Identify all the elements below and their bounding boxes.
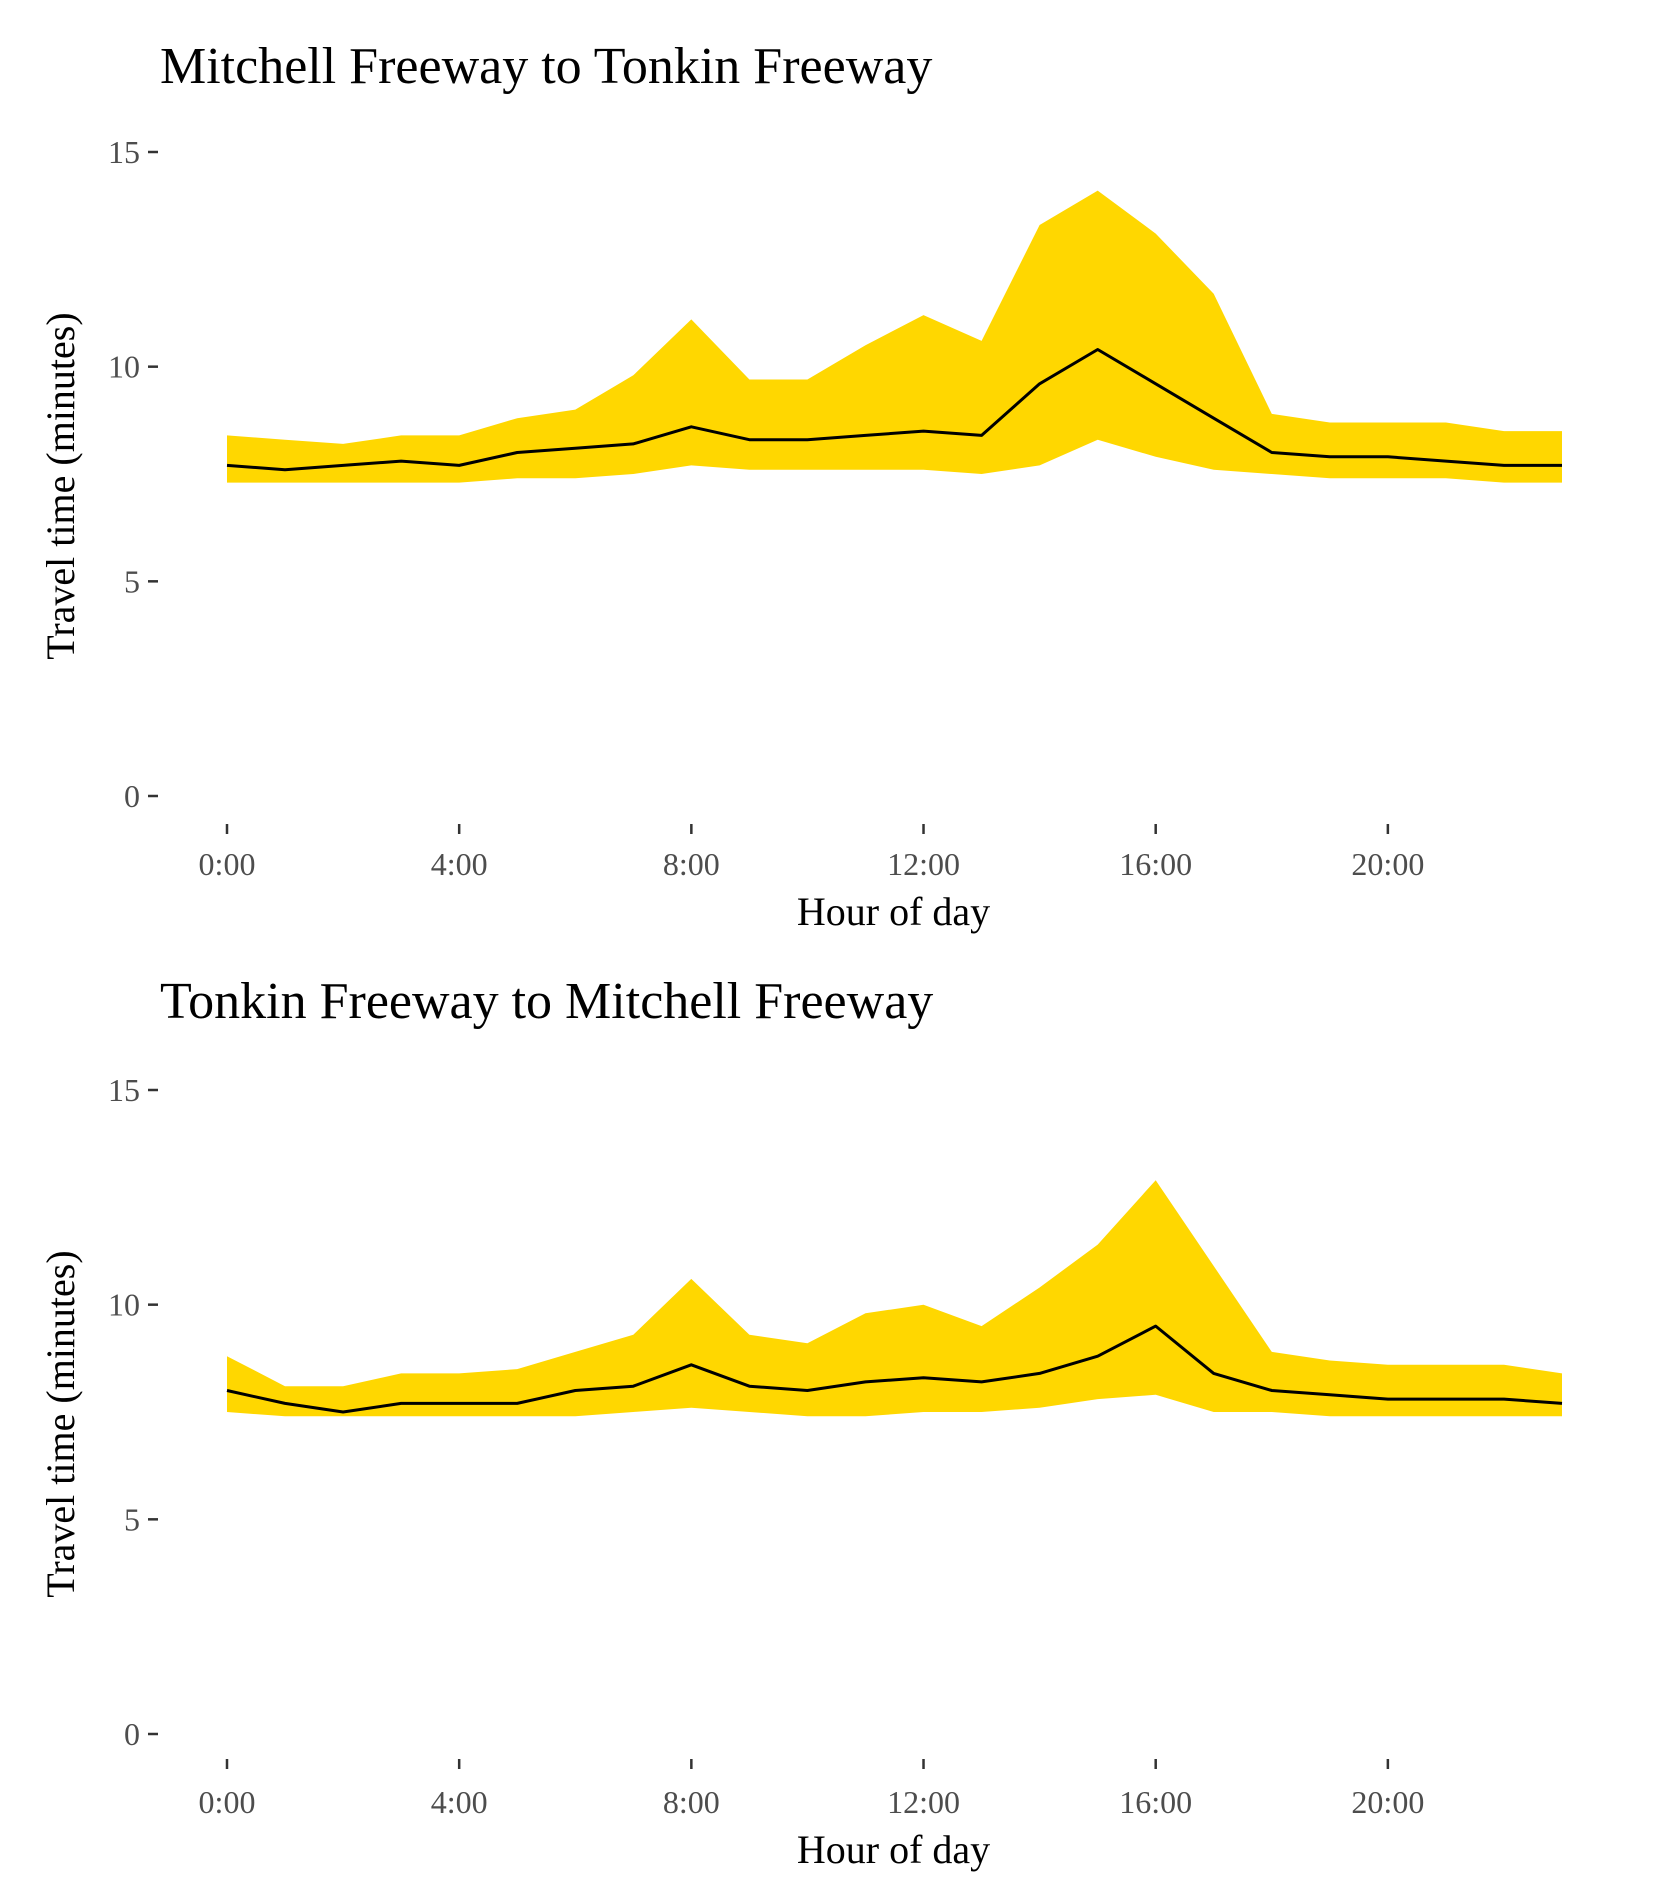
x-tick-label: 12:00 <box>887 846 960 882</box>
x-tick-label: 8:00 <box>663 846 720 882</box>
y-tick-label: 0 <box>124 1716 140 1752</box>
x-tick-label: 4:00 <box>431 1784 488 1820</box>
y-tick-label: 15 <box>108 1072 140 1108</box>
x-tick-label: 0:00 <box>199 846 256 882</box>
y-tick-label: 5 <box>124 1501 140 1537</box>
y-axis-title: Travel time (minutes) <box>38 312 83 659</box>
x-tick-label: 20:00 <box>1351 1784 1424 1820</box>
chart-panel-1: Mitchell Freeway to Tonkin Freeway 0 5 10 15… <box>38 38 1562 934</box>
x-axis-title: Hour of day <box>797 1827 990 1872</box>
chart-title: Tonkin Freeway to Mitchell Freeway <box>160 973 933 1030</box>
y-tick-label: 15 <box>108 134 140 170</box>
chart-panel-2: Tonkin Freeway to Mitchell Freeway 0 5 10 15… <box>38 973 1563 1872</box>
y-axis-title: Travel time (minutes) <box>38 1250 83 1597</box>
x-tick-label: 20:00 <box>1351 846 1424 882</box>
y-tick-label: 10 <box>108 1287 140 1323</box>
x-tick-label: 16:00 <box>1119 1784 1192 1820</box>
travel-time-range-band <box>227 190 1562 483</box>
x-tick-label: 0:00 <box>199 1784 256 1820</box>
x-tick-label: 4:00 <box>431 846 488 882</box>
travel-time-range-band <box>227 1180 1562 1417</box>
y-tick-label: 0 <box>124 778 140 814</box>
chart-title: Mitchell Freeway to Tonkin Freeway <box>160 38 932 95</box>
median-travel-time-line <box>226 1324 1563 1414</box>
x-axis-title: Hour of day <box>797 889 990 934</box>
x-tick-label: 16:00 <box>1119 846 1192 882</box>
y-tick-label: 10 <box>108 349 140 385</box>
x-tick-label: 12:00 <box>887 1784 960 1820</box>
median-travel-time-line <box>226 348 1562 472</box>
x-tick-label: 8:00 <box>663 1784 720 1820</box>
y-tick-label: 5 <box>124 563 140 599</box>
